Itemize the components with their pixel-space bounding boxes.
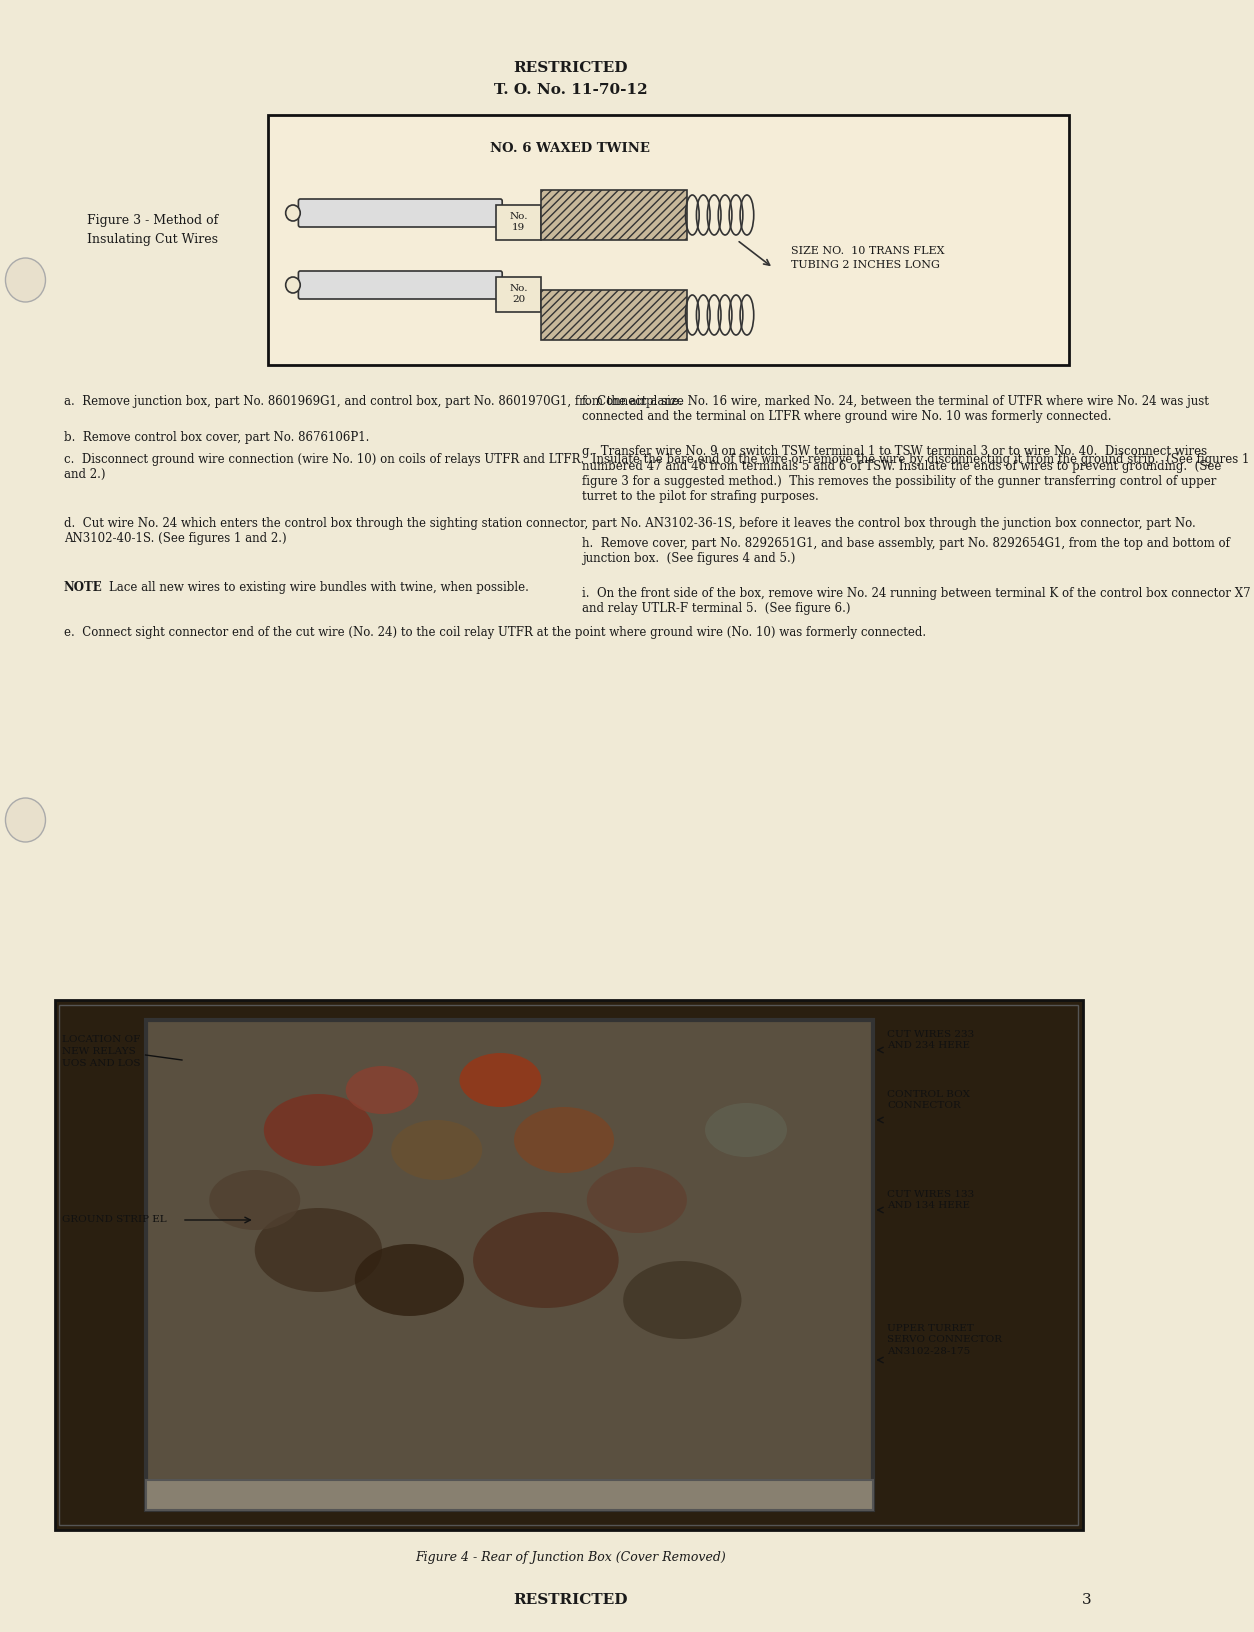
Text: RESTRICTED: RESTRICTED xyxy=(513,1593,628,1608)
FancyBboxPatch shape xyxy=(298,271,502,299)
Text: 3: 3 xyxy=(1082,1593,1092,1608)
Text: CUT WIRES 233
AND 234 HERE: CUT WIRES 233 AND 234 HERE xyxy=(887,1030,974,1051)
Ellipse shape xyxy=(346,1066,419,1115)
Text: No.
20: No. 20 xyxy=(509,284,528,304)
Ellipse shape xyxy=(514,1106,614,1173)
Ellipse shape xyxy=(355,1244,464,1315)
Text: g.  Transfer wire No. 9 on switch TSW terminal 1 to TSW terminal 3 or to wire No: g. Transfer wire No. 9 on switch TSW ter… xyxy=(582,446,1221,503)
Bar xyxy=(495,206,542,240)
Text: i.  On the front side of the box, remove wire No. 24 running between terminal K : i. On the front side of the box, remove … xyxy=(582,588,1251,615)
Circle shape xyxy=(5,798,45,842)
Ellipse shape xyxy=(473,1213,618,1307)
Text: f.  Connect a size No. 16 wire, marked No. 24, between the terminal of UTFR wher: f. Connect a size No. 16 wire, marked No… xyxy=(582,395,1209,423)
Text: h.  Remove cover, part No. 8292651G1, and base assembly, part No. 8292654G1, fro: h. Remove cover, part No. 8292651G1, and… xyxy=(582,537,1230,565)
Bar xyxy=(55,1000,1082,1531)
Bar xyxy=(268,114,1068,366)
Bar xyxy=(145,1480,873,1510)
Text: CUT WIRES 133
AND 134 HERE: CUT WIRES 133 AND 134 HERE xyxy=(887,1190,974,1211)
Circle shape xyxy=(5,258,45,302)
Circle shape xyxy=(286,206,300,220)
Text: LOCATION OF
NEW RELAYS
UOS AND LOS: LOCATION OF NEW RELAYS UOS AND LOS xyxy=(61,1035,140,1067)
Text: Lace all new wires to existing wire bundles with twine, when possible.: Lace all new wires to existing wire bund… xyxy=(109,581,529,594)
Ellipse shape xyxy=(209,1170,300,1231)
Bar xyxy=(542,189,687,240)
Ellipse shape xyxy=(705,1103,788,1157)
Text: Figure 3 - Method of
Insulating Cut Wires: Figure 3 - Method of Insulating Cut Wire… xyxy=(87,214,218,246)
Text: SIZE NO.  10 TRANS FLEX
TUBING 2 INCHES LONG: SIZE NO. 10 TRANS FLEX TUBING 2 INCHES L… xyxy=(791,246,946,269)
Text: T. O. No. 11-70-12: T. O. No. 11-70-12 xyxy=(494,83,647,96)
Text: RESTRICTED: RESTRICTED xyxy=(513,60,628,75)
Text: CONTROL BOX
CONNECTOR: CONTROL BOX CONNECTOR xyxy=(887,1090,971,1110)
Ellipse shape xyxy=(587,1167,687,1234)
Ellipse shape xyxy=(459,1053,542,1106)
Bar xyxy=(542,290,687,339)
Ellipse shape xyxy=(391,1120,483,1180)
Text: e.  Connect sight connector end of the cut wire (No. 24) to the coil relay UTFR : e. Connect sight connector end of the cu… xyxy=(64,627,925,640)
Text: UPPER TURRET
SERVO CONNECTOR
AN3102-28-175: UPPER TURRET SERVO CONNECTOR AN3102-28-1… xyxy=(887,1324,1002,1356)
Text: NOTE: NOTE xyxy=(64,581,103,594)
Text: b.  Remove control box cover, part No. 8676106P1.: b. Remove control box cover, part No. 86… xyxy=(64,431,369,444)
Ellipse shape xyxy=(623,1262,741,1338)
Circle shape xyxy=(286,277,300,294)
Text: GROUND STRIP EL: GROUND STRIP EL xyxy=(61,1216,167,1224)
Text: a.  Remove junction box, part No. 8601969G1, and control box, part No. 8601970G1: a. Remove junction box, part No. 8601969… xyxy=(64,395,682,408)
Text: Figure 4 - Rear of Junction Box (Cover Removed): Figure 4 - Rear of Junction Box (Cover R… xyxy=(415,1552,726,1565)
Text: No.
19: No. 19 xyxy=(509,212,528,232)
Text: NO. 6 WAXED TWINE: NO. 6 WAXED TWINE xyxy=(490,142,651,155)
Text: c.  Disconnect ground wire connection (wire No. 10) on coils of relays UTFR and : c. Disconnect ground wire connection (wi… xyxy=(64,454,1249,481)
Bar xyxy=(495,277,542,312)
Ellipse shape xyxy=(263,1093,372,1165)
Ellipse shape xyxy=(255,1208,382,1293)
Text: d.  Cut wire No. 24 which enters the control box through the sighting station co: d. Cut wire No. 24 which enters the cont… xyxy=(64,517,1195,545)
FancyBboxPatch shape xyxy=(298,199,502,227)
Bar xyxy=(145,1020,873,1510)
Bar xyxy=(59,1005,1078,1524)
